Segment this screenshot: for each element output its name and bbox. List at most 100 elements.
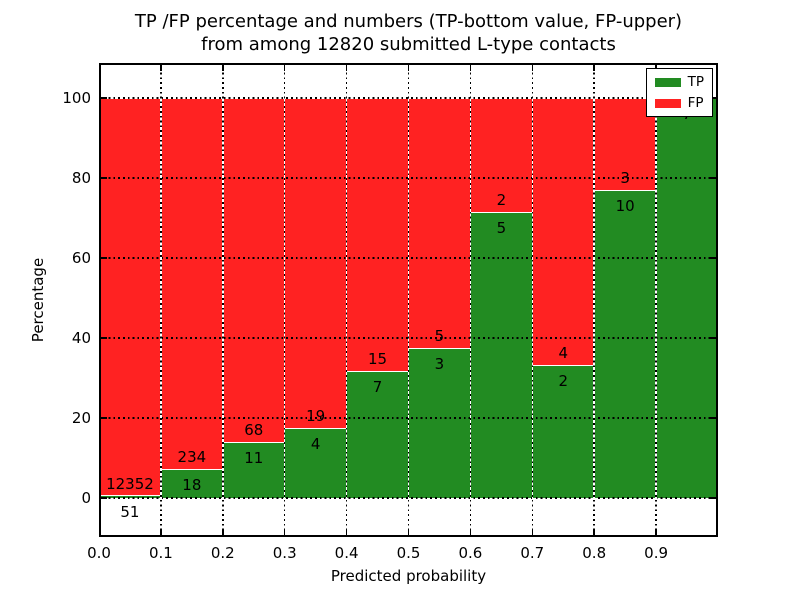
- x-tick-bottom-0.4: [345, 529, 348, 535]
- left-spine: [99, 63, 101, 537]
- y-tick-left-40: [101, 337, 107, 339]
- bottom-spine: [99, 535, 718, 537]
- x-tick-top-0.2: [222, 65, 224, 71]
- x-tick-top-0.8: [593, 65, 595, 71]
- x-tick-label-0.2: 0.2: [210, 544, 235, 562]
- legend-item-fp: FP: [654, 95, 704, 111]
- legend-swatch-tp: [654, 77, 681, 87]
- y-tick-label-20: 20: [71, 409, 91, 427]
- gridline-x-0.4: [345, 63, 348, 537]
- bar-segment-fp-7: [532, 98, 595, 365]
- x-tick-label-0.0: 0.0: [87, 544, 111, 562]
- x-tick-bottom-0.6: [469, 529, 472, 535]
- bar-segment-tp-6: [470, 212, 533, 498]
- gridline-x-0.7: [531, 63, 534, 537]
- bar-segment-tp-5: [408, 348, 471, 498]
- x-tick-label-0.7: 0.7: [520, 544, 545, 562]
- bar-segment-fp-4: [346, 98, 409, 371]
- y-tick-right-40: [710, 337, 716, 339]
- y-tick-label-100: 100: [62, 89, 91, 107]
- chart-title-line1: TP /FP percentage and numbers (TP-bottom…: [134, 11, 683, 32]
- bar-label-tp-5: 3: [434, 355, 445, 373]
- legend-label-fp: FP: [687, 95, 704, 111]
- legend: TP FP: [645, 68, 713, 117]
- legend-label-tp: TP: [687, 74, 704, 90]
- y-tick-left-0: [101, 497, 107, 499]
- chart-title-line2: from among 12820 submitted L-type contac…: [201, 34, 616, 55]
- x-tick-bottom-0.1: [160, 529, 162, 535]
- y-tick-right-0: [710, 497, 716, 499]
- y-tick-right-100: [710, 97, 716, 99]
- bar-label-tp-6: 5: [496, 219, 507, 238]
- bar-label-fp-0: 12352: [106, 475, 154, 494]
- x-tick-label-0.1: 0.1: [148, 544, 173, 562]
- x-tick-top-0.5: [407, 65, 410, 71]
- x-tick-top-0.3: [283, 65, 286, 71]
- x-tick-label-0.8: 0.8: [582, 544, 607, 562]
- bar-segment-fp-2: [222, 98, 285, 443]
- y-tick-label-0: 0: [81, 489, 91, 507]
- bar-segment-fp-1: [160, 98, 223, 470]
- y-tick-left-20: [101, 417, 107, 419]
- x-axis-label: Predicted probability: [330, 567, 487, 585]
- legend-item-tp: TP: [654, 74, 704, 90]
- y-tick-right-80: [710, 177, 716, 179]
- bar-label-tp-7: 2: [558, 371, 569, 390]
- bar-label-fp-5: 5: [434, 327, 445, 345]
- right-spine: [716, 63, 718, 537]
- gridline-x-0.2: [222, 63, 224, 537]
- x-tick-bottom-0.2: [222, 529, 224, 535]
- gridline-x-0.9: [655, 63, 657, 537]
- chart-title: TP /FP percentage and numbers (TP-bottom…: [99, 10, 718, 56]
- x-tick-top-0.7: [531, 65, 534, 71]
- bar-segment-fp-0: [99, 98, 161, 497]
- bar-segment-fp-5: [408, 98, 471, 348]
- bar-segment-tp-1: [160, 469, 223, 498]
- top-spine: [99, 63, 718, 65]
- bar-segment-fp-3: [284, 98, 347, 429]
- y-tick-label-80: 80: [71, 169, 91, 187]
- bar-label-fp-1: 234: [177, 448, 207, 467]
- x-tick-top-0.6: [469, 65, 472, 71]
- x-tick-label-0.6: 0.6: [458, 544, 483, 562]
- bar-segment-tp-8: [594, 190, 657, 498]
- bar-label-tp-3: 4: [310, 435, 321, 454]
- x-tick-top-0.1: [160, 65, 162, 71]
- gridline-x-0.5: [407, 63, 410, 537]
- y-axis-label: Percentage: [29, 257, 47, 343]
- x-tick-label-0.5: 0.5: [396, 544, 421, 562]
- gridline-x-0.3: [283, 63, 286, 537]
- bar-segment-tp-4: [346, 370, 409, 498]
- bar-label-fp-2: 68: [244, 421, 264, 440]
- bar-label-tp-0: 51: [120, 503, 140, 522]
- x-tick-bottom-0.5: [407, 529, 410, 535]
- x-tick-bottom-0.7: [531, 529, 534, 535]
- x-tick-bottom-0.9: [655, 529, 657, 535]
- y-tick-left-80: [101, 177, 107, 179]
- gridline-x-0.1: [160, 63, 162, 537]
- bar-label-fp-7: 4: [558, 343, 569, 362]
- y-tick-label-40: 40: [71, 329, 91, 347]
- bar-label-tp-1: 18: [182, 476, 202, 495]
- bar-label-tp-2: 11: [244, 449, 264, 468]
- bar-label-tp-4: 7: [372, 377, 383, 396]
- bar-segment-tp-9: [656, 98, 718, 498]
- bar-label-fp-4: 15: [368, 349, 388, 368]
- y-tick-right-60: [710, 257, 716, 259]
- bar-segment-tp-0: [99, 495, 161, 498]
- bar-label-tp-8: 10: [615, 197, 635, 216]
- x-tick-label-0.4: 0.4: [334, 544, 359, 562]
- gridline-x-0.6: [469, 63, 472, 537]
- gridline-x-0.8: [593, 63, 595, 537]
- x-tick-bottom-0.8: [593, 529, 595, 535]
- y-tick-right-20: [710, 417, 716, 419]
- x-tick-bottom-0.3: [283, 529, 286, 535]
- bar-segment-fp-6: [470, 98, 533, 213]
- x-tick-label-0.3: 0.3: [272, 544, 297, 562]
- x-tick-top-0.4: [345, 65, 348, 71]
- y-tick-label-60: 60: [71, 249, 91, 267]
- y-tick-left-100: [101, 97, 107, 99]
- bar-label-fp-6: 2: [496, 191, 507, 210]
